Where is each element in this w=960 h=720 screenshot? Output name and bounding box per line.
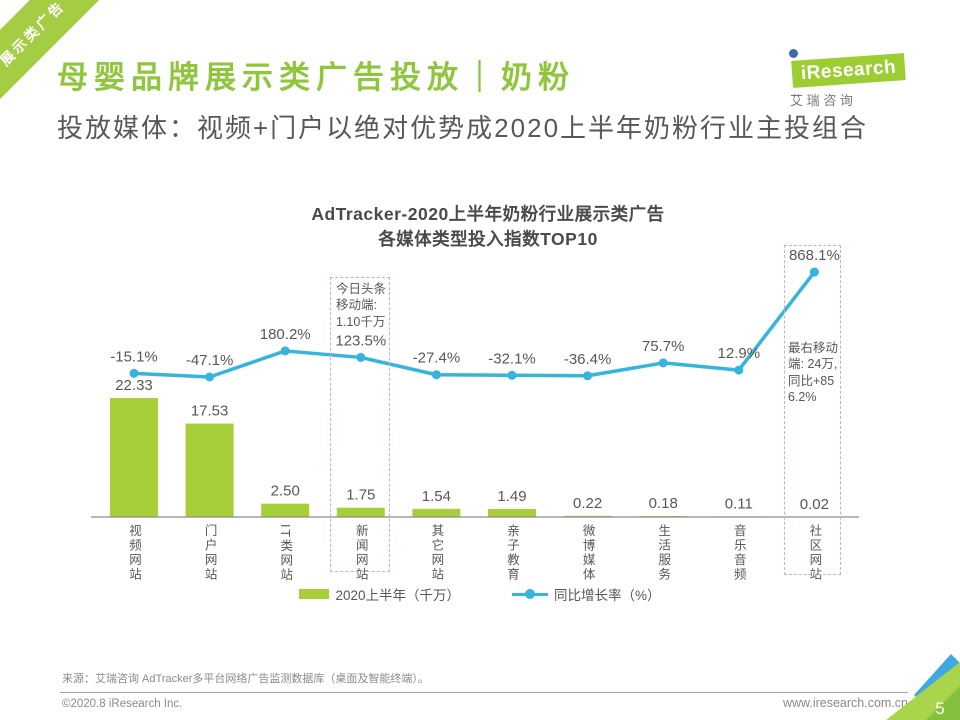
category-label: 视频网站 — [127, 524, 141, 582]
legend-item-line: 同比增长率（%） — [512, 584, 661, 604]
category-label: 亲子教育 — [505, 524, 519, 582]
growth-line — [133, 270, 816, 379]
category-label: 其它网站 — [429, 524, 444, 582]
category-axis: 视频网站 门户网站 IT类网站 新闻网站 其它网站 亲子教育 微博媒体 生活服务 音乐音频 社区网… — [55, 524, 905, 584]
logo-mark: iResearch — [791, 53, 906, 88]
category-label: 微博媒体 — [580, 524, 595, 582]
bar-value-label: 1.54 — [422, 488, 451, 505]
brand-logo: iResearch 艾 瑞 咨 询 — [786, 48, 908, 110]
line-point-label: 75.7% — [642, 338, 685, 355]
bar-value-label: 0.02 — [800, 496, 829, 513]
page-title: 母婴品牌展示类广告投放｜奶粉 — [57, 60, 575, 95]
category-label: IT类网站 — [278, 524, 293, 583]
bar — [412, 508, 461, 517]
legend-swatch-bar — [299, 589, 330, 599]
line-point — [356, 352, 366, 362]
line-point-label: -47.1% — [186, 352, 234, 369]
bar-value-label: 22.33 — [115, 377, 153, 394]
corner-decoration: 5 — [886, 654, 960, 720]
chart-title: AdTracker-2020上半年奶粉行业展示类广告 各媒体类型投入指数TOP1… — [311, 204, 665, 249]
legend-label-bar: 2020上半年（千万） — [335, 588, 461, 603]
page-subtitle: 投放媒体：视频+门户以绝对优势成2020上半年奶粉行业主投组合 — [57, 113, 869, 143]
line-point — [129, 368, 139, 378]
chart-canvas: 22.33 -15.1% 17.53 -47.1% 2.50 180.2% 1.75 123.… — [91, 247, 859, 518]
line-point-label: 123.5% — [335, 332, 386, 349]
line-point — [734, 365, 744, 375]
line-point-label: -32.1% — [488, 350, 536, 367]
legend: 2020上半年（千万） 同比增长率（%） — [0, 584, 960, 604]
line-point-label: 868.1% — [789, 247, 840, 264]
copyright-text: ©2020.8 iResearch Inc. — [62, 698, 183, 710]
category-label: 新闻网站 — [353, 524, 368, 582]
category-label: 门户网站 — [202, 524, 217, 582]
bar — [261, 503, 310, 517]
annotation-text-zuiyou: 最右移动端: 24万, 同比+856.2% — [788, 341, 839, 404]
bar — [488, 509, 536, 517]
logo-brand-text: iResearch — [800, 56, 897, 84]
logo-caption: 艾 瑞 咨 询 — [790, 90, 906, 109]
website-text: www.iresearch.com.cn — [782, 696, 908, 710]
line-point — [280, 346, 290, 356]
page-number: 5 — [935, 699, 944, 718]
line-point — [658, 358, 668, 368]
bar-value-label: 2.50 — [271, 483, 300, 500]
legend-item-bar: 2020上半年（千万） — [299, 584, 460, 604]
bar — [110, 398, 158, 517]
bar-value-label: 0.18 — [649, 495, 678, 512]
legend-label-line: 同比增长率（%） — [554, 588, 661, 603]
annotation-text-toutiao: 今日头条 移动端: 1.10千万 — [336, 282, 387, 329]
category-label: 社区网站 — [807, 524, 822, 582]
line-point-label: 180.2% — [260, 326, 311, 343]
bar — [336, 507, 385, 517]
footer-divider — [60, 692, 908, 693]
line-point-label: -27.4% — [413, 350, 461, 367]
bar-value-label: 0.22 — [573, 495, 602, 512]
bar-value-label: 1.75 — [346, 487, 375, 504]
legend-swatch-line — [512, 589, 549, 599]
corner-green-dark-triangle — [926, 686, 960, 720]
line-point-label: 12.9% — [718, 345, 761, 362]
line-point — [205, 372, 215, 382]
legend-line-dot — [525, 589, 536, 599]
bar-value-label: 17.53 — [191, 403, 229, 420]
category-label: 生活服务 — [656, 524, 671, 582]
line-point-label: -36.4% — [564, 351, 612, 368]
line-point — [583, 371, 593, 381]
logo-caption-text: 艾 瑞 咨 询 — [790, 93, 853, 108]
line-point-label: -15.1% — [110, 348, 158, 365]
category-label: 音乐音频 — [731, 524, 746, 582]
bar-value-label: 0.11 — [725, 495, 753, 512]
line-point — [431, 370, 441, 380]
source-note: 来源：艾瑞咨询 AdTracker多平台网络广告监测数据库（桌面及智能终端）。 — [62, 673, 429, 685]
line-point — [809, 267, 819, 277]
bar — [185, 423, 234, 517]
bar-value-label: 1.49 — [497, 488, 526, 505]
line-point — [507, 370, 517, 380]
logo-dot-icon — [789, 49, 798, 58]
